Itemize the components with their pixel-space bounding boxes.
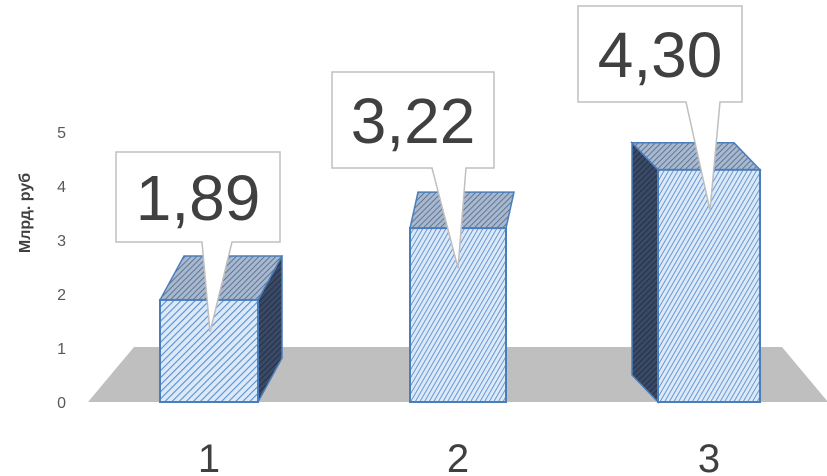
bar-2	[409, 191, 515, 403]
x-tick-label: 3	[698, 437, 720, 476]
data-label-callout: 3,22	[331, 71, 495, 269]
y-tick-label: 1	[57, 341, 66, 358]
y-axis-ticks: 0 1 2 3 4 5	[57, 125, 66, 412]
y-tick-label: 2	[57, 287, 66, 304]
bar-3	[630, 140, 762, 404]
data-label-box	[331, 71, 495, 269]
x-tick-label: 1	[198, 437, 220, 476]
data-labels: 1,89 3,22 4,30	[115, 5, 743, 333]
data-label: 3,22	[351, 85, 476, 157]
y-tick-label: 3	[57, 233, 66, 250]
data-label-box	[577, 5, 743, 211]
data-label-callout: 4,30	[577, 5, 743, 211]
x-axis-labels: 1 2 3	[198, 437, 720, 476]
data-label-callout: 1,89	[115, 151, 281, 333]
y-tick-label: 0	[57, 395, 66, 412]
data-label: 1,89	[136, 162, 261, 234]
data-label-box	[115, 151, 281, 333]
x-tick-label: 2	[447, 437, 469, 476]
y-tick-label: 4	[57, 179, 66, 196]
data-label: 4,30	[598, 19, 723, 91]
y-tick-label: 5	[57, 125, 66, 142]
bar-side-face	[631, 140, 659, 404]
y-axis-title: Млрд. руб	[17, 173, 34, 253]
